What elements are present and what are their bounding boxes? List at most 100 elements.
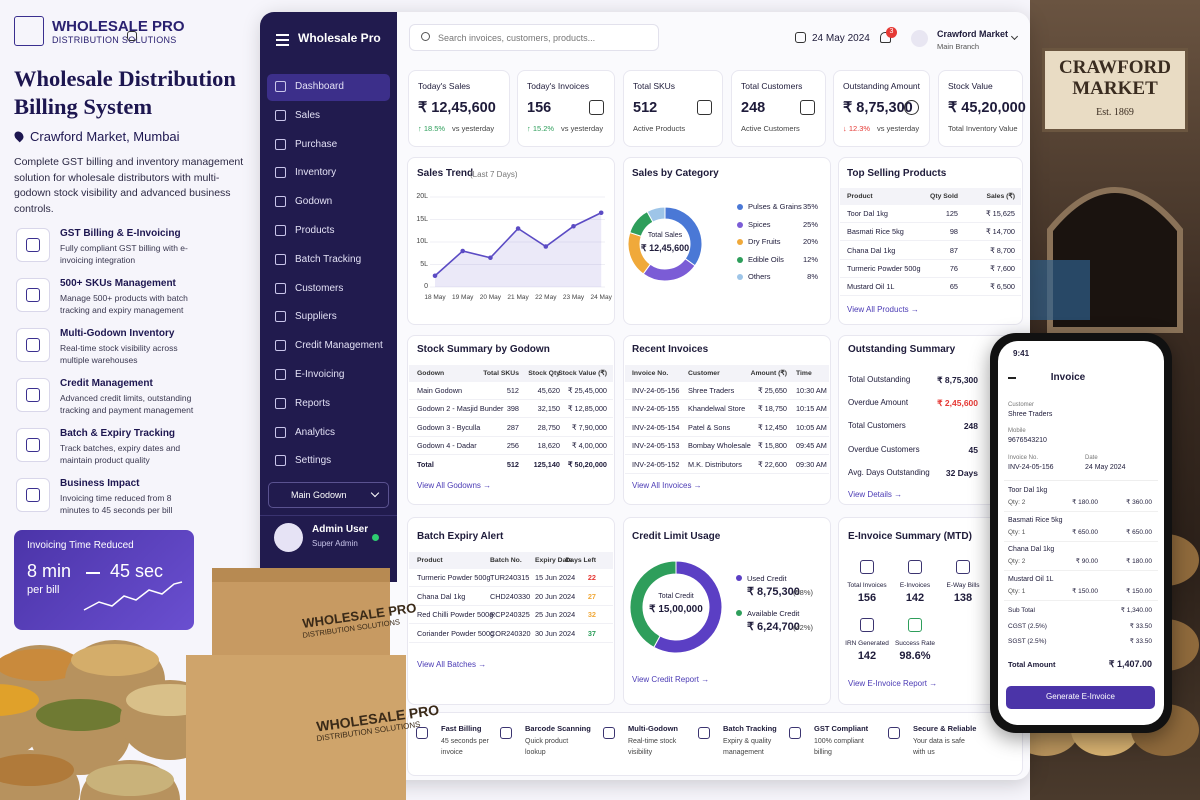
badge xyxy=(886,27,897,38)
nav-item[interactable]: Analytics xyxy=(295,426,336,438)
link[interactable]: View All Batches → xyxy=(417,660,487,669)
table-cell: Godown 3 - Byculla xyxy=(417,422,481,432)
table-cell: RCP240325 xyxy=(490,610,530,620)
feature-icon xyxy=(16,328,50,362)
table-cell: Mustard Oil 1L xyxy=(847,282,895,292)
table-cell: 09:30 AM xyxy=(796,459,827,469)
table-header-bg xyxy=(840,188,1021,205)
einvoice-icon xyxy=(908,560,922,574)
x-tick-label: 20 May xyxy=(479,294,502,301)
legend-swatch xyxy=(737,221,743,228)
nav-item[interactable]: Sales xyxy=(295,109,321,121)
field-label: Invoice No. xyxy=(1008,455,1039,461)
total-label: SGST (2.5%) xyxy=(1008,638,1047,645)
legend-swatch xyxy=(737,204,743,210)
godown-select xyxy=(268,482,389,508)
link[interactable]: View Details → xyxy=(848,490,903,499)
nav-item[interactable]: Purchase xyxy=(295,138,338,150)
hero-location: Crawford Market, Mumbai xyxy=(30,129,180,144)
nav-item[interactable]: Dashboard xyxy=(295,81,344,92)
row-divider xyxy=(409,623,613,625)
grand-value: ₹ 1,407.00 xyxy=(1108,659,1152,669)
einvoice-value: 142 xyxy=(905,592,925,604)
table-total: Total xyxy=(417,460,434,469)
table-cell: 256 xyxy=(506,441,519,451)
strip-title: Batch Tracking xyxy=(723,724,777,733)
strip-icon xyxy=(603,727,615,739)
item-amount: ₹ 650.00 xyxy=(1126,528,1152,536)
table-cell: M.K. Distributors xyxy=(688,459,742,469)
nav-item[interactable]: Credit Management xyxy=(295,340,383,352)
feature-glyph xyxy=(26,338,40,352)
nav-item[interactable]: Suppliers xyxy=(295,311,337,323)
total-value: ₹ 33.50 xyxy=(1129,638,1152,645)
nav-item[interactable]: Godown xyxy=(295,196,333,208)
strip-title: Fast Billing xyxy=(441,724,482,733)
link[interactable]: View All Invoices → xyxy=(632,481,702,490)
link[interactable]: View Credit Report → xyxy=(632,675,710,684)
legend-label: Spices xyxy=(748,219,771,229)
kpi-value: 248 xyxy=(741,100,766,116)
table-cell: INV-24-05-153 xyxy=(632,441,680,451)
panel-subtitle: (Last 7 Days) xyxy=(470,169,518,179)
nav-item[interactable]: Products xyxy=(295,225,335,236)
item-amount: ₹ 180.00 xyxy=(1126,558,1152,565)
table-cell: 37 xyxy=(587,628,596,638)
link[interactable]: View All Godowns → xyxy=(417,481,492,490)
row-divider xyxy=(409,399,613,400)
search-placeholder[interactable]: Search invoices, customers, products... xyxy=(438,33,596,43)
value-label: 25% xyxy=(802,219,818,229)
godown-name[interactable]: Main Godown xyxy=(291,490,347,500)
total-value: ₹ 1,340.00 xyxy=(1120,607,1152,614)
store-name[interactable]: Crawford Market xyxy=(937,29,1009,39)
sparkline xyxy=(83,581,183,611)
feature-title: Batch & Expiry Tracking xyxy=(60,428,176,439)
link[interactable]: View E-Invoice Report → xyxy=(848,679,938,688)
row-divider xyxy=(409,586,613,587)
generate-button[interactable] xyxy=(1006,686,1155,709)
legend-swatch xyxy=(737,256,743,263)
panel-title: Sales by Category xyxy=(632,168,719,179)
nav-item[interactable]: Batch Tracking xyxy=(295,253,362,265)
nav-item[interactable]: Reports xyxy=(295,397,331,409)
feature-title: 500+ SKUs Management xyxy=(60,278,176,289)
impact-before: 8 min xyxy=(27,561,72,581)
grain xyxy=(0,684,39,716)
table-cell: 512 xyxy=(506,386,519,395)
nav-item[interactable]: Customers xyxy=(295,282,344,294)
legend-label: Pulses & Grains xyxy=(748,202,802,211)
table-header: Amount (₹) xyxy=(750,370,787,377)
strip-icon xyxy=(416,727,428,739)
item-name: Chana Dal 1kg xyxy=(1008,546,1055,553)
strip-icon xyxy=(789,727,801,739)
link[interactable]: View All Products → xyxy=(847,305,919,314)
divider xyxy=(1004,570,1158,571)
panel-title: Top Selling Products xyxy=(847,168,947,179)
table-header-bg xyxy=(625,365,829,382)
sack xyxy=(0,680,45,760)
table-cell: 10:30 AM xyxy=(796,386,827,395)
table-cell: Bombay Wholesale xyxy=(688,441,751,451)
kpi-icon xyxy=(697,100,712,115)
item-rate: ₹ 150.00 xyxy=(1072,587,1098,595)
item-name: Mustard Oil 1L xyxy=(1008,575,1054,583)
nav-icon xyxy=(275,138,286,150)
nav-icon xyxy=(275,282,286,294)
nav-item[interactable]: E-Invoicing xyxy=(295,369,345,380)
strip-icon xyxy=(500,727,512,739)
grain xyxy=(126,684,214,716)
table-header: Customer xyxy=(688,370,720,377)
grain xyxy=(86,764,174,796)
item-qty: Qty: 2 xyxy=(1008,558,1026,565)
kpi-change: ↑ 18.5% xyxy=(418,124,446,133)
nav-item[interactable]: Settings xyxy=(295,455,332,467)
impact-arrow xyxy=(86,572,100,574)
table-header: Sales (₹) xyxy=(986,193,1015,200)
strip-icon xyxy=(698,727,710,739)
table-cell: INV-24-05-156 xyxy=(632,386,680,395)
feature-text: Advanced credit limits, outstanding trac… xyxy=(60,393,194,415)
table-cell: ₹ 15,625 xyxy=(986,209,1015,218)
nav-item[interactable]: Inventory xyxy=(295,167,337,179)
field-value: INV-24-05-156 xyxy=(1008,464,1054,471)
stall xyxy=(1030,260,1090,320)
